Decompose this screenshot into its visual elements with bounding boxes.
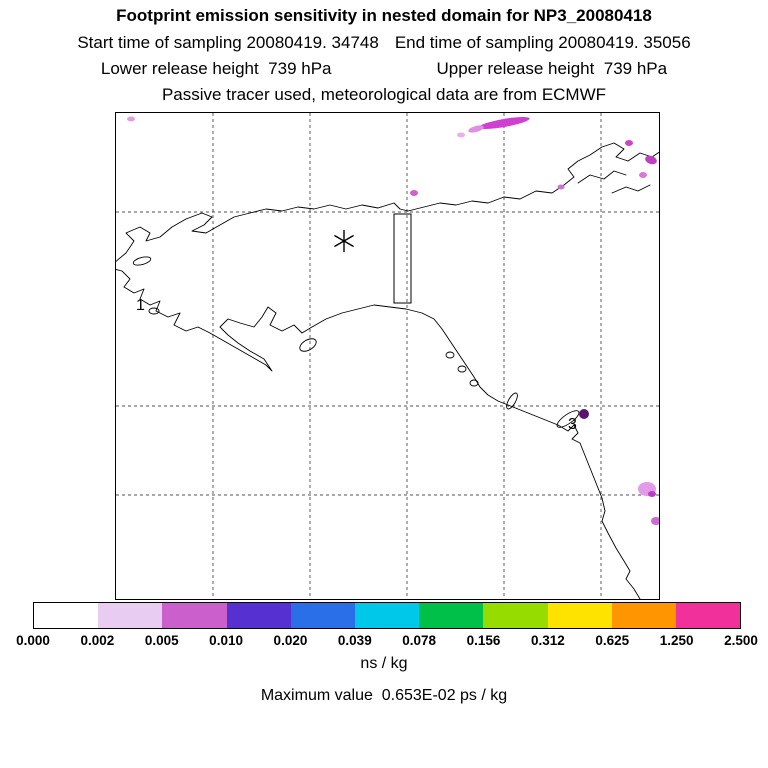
colorbar-tick-label: 2.500 (724, 633, 758, 648)
colorbar-tick-label: 1.250 (659, 633, 694, 648)
footprint-trace (457, 132, 465, 138)
colorbar-tick-label: 0.000 (16, 633, 50, 648)
island-st-lawrence (132, 256, 152, 266)
island-alexander-2 (457, 365, 467, 373)
footprint-trace (651, 517, 659, 525)
plot-title: Footprint emission sensitivity in nested… (116, 6, 652, 25)
end-time-text: End time of sampling 20080419. 35056 (394, 33, 691, 52)
island-alexander-1 (445, 351, 455, 359)
colorbar-segment (547, 603, 612, 628)
colorbar-units-label: ns / kg (360, 655, 408, 672)
island-vancouver (556, 410, 580, 428)
colorbar-segment (354, 603, 420, 628)
colorbar-segment (226, 603, 291, 628)
footprint-trace (127, 116, 135, 122)
nested-domain-box (393, 213, 412, 304)
coastline-north-alaska (116, 142, 659, 262)
footprint-trace (645, 155, 657, 165)
footprint-trace (648, 491, 656, 497)
sampling-times-line: Start time of sampling 20080419. 34748 E… (0, 33, 768, 53)
island-alexander-3 (469, 379, 479, 387)
footprint-trace (478, 117, 530, 129)
island-haida-gwaii (506, 392, 518, 410)
colorbar-segment (611, 603, 676, 628)
tracer-info-line: Passive tracer used, meteorological data… (161, 85, 607, 104)
footprint-trace (625, 140, 633, 146)
colorbar-segments (34, 603, 741, 628)
coastline-arctic-2 (611, 184, 651, 194)
colorbar-segment (675, 603, 741, 628)
colorbar-segment (34, 603, 99, 628)
colorbar-segment (290, 603, 355, 628)
colorbar-tick-label: 0.078 (402, 633, 437, 648)
colorbar (33, 602, 741, 629)
colorbar-segment (98, 603, 163, 628)
colorbar-tick-label: 0.156 (466, 633, 501, 648)
coastline-arctic-1 (577, 170, 627, 184)
coastline-pacific (116, 269, 641, 599)
upper-release-text: Upper release height 739 hPa (436, 59, 668, 78)
lower-release-text: Lower release height 739 hPa (100, 59, 332, 78)
colorbar-segment (483, 603, 548, 628)
max-value-label: Maximum value 0.653E-02 ps / kg (260, 687, 508, 704)
footprint-trace (639, 172, 647, 178)
footprint-trace (468, 125, 484, 133)
colorbar-tick-label: 0.625 (595, 633, 630, 648)
colorbar-segment (419, 603, 484, 628)
start-time-text: Start time of sampling 20080419. 34748 (77, 33, 379, 52)
release-point-marker (334, 234, 354, 248)
colorbar-segment (162, 603, 227, 628)
colorbar-tick-label: 0.005 (144, 633, 179, 648)
map-graphic: 13 (116, 113, 659, 599)
footprint-trace (410, 190, 418, 196)
colorbar-tick-label: 0.020 (273, 633, 308, 648)
release-heights-line: Lower release height 739 hPa Upper relea… (0, 59, 768, 79)
colorbar-tick-label: 0.039 (337, 633, 372, 648)
colorbar-tick-label: 0.002 (80, 633, 115, 648)
colorbar-tick-label: 0.312 (531, 633, 565, 648)
island-nunivak (148, 307, 160, 315)
site-label: 1 (136, 297, 145, 314)
colorbar-tick-label: 0.010 (209, 633, 243, 648)
colorbar-tick-row: 0.000 0.002 0.005 0.010 0.020 0.039 0.078 0.156… (16, 633, 758, 651)
map-dynamic-layer: 13 (116, 113, 659, 599)
island-kodiak (299, 338, 317, 352)
site-label: 3 (568, 416, 577, 433)
footprint-trace (557, 184, 565, 190)
footprint-trace (579, 409, 589, 419)
